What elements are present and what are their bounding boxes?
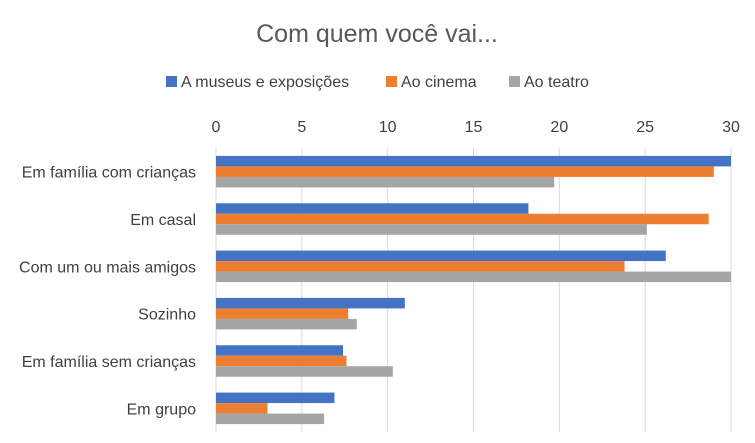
category-label: Em família com crianças xyxy=(22,165,196,182)
bar xyxy=(216,224,647,235)
category-label: Em grupo xyxy=(127,401,196,418)
x-tick-label: 25 xyxy=(636,119,654,136)
category-label: Em casal xyxy=(130,212,196,229)
bars xyxy=(216,155,731,425)
x-tick-label: 30 xyxy=(722,119,740,136)
bar xyxy=(216,166,714,177)
category-label: Em família sem crianças xyxy=(22,354,196,371)
x-axis-ticks: 0 5 10 15 20 25 30 xyxy=(212,119,740,136)
bar xyxy=(216,345,344,356)
legend-label: Ao cinema xyxy=(401,74,477,91)
legend: A museus e exposições Ao cinema Ao teatro xyxy=(166,74,589,91)
x-tick-label: 0 xyxy=(212,119,221,136)
category-labels: Em família com crianças Em casal Com um ou… xyxy=(19,165,196,419)
bar xyxy=(216,366,393,377)
bar xyxy=(216,155,731,167)
bar xyxy=(216,403,268,414)
category-label: Com um ou mais amigos xyxy=(19,259,196,276)
legend-swatch xyxy=(166,76,177,87)
x-tick-label: 10 xyxy=(379,119,397,136)
x-tick-label: 20 xyxy=(550,119,568,136)
x-tick-label: 15 xyxy=(465,119,483,136)
legend-label: A museus e exposições xyxy=(181,74,349,91)
chart-title: Com quem você vai... xyxy=(256,20,498,48)
bar xyxy=(216,176,555,188)
bar xyxy=(216,413,325,425)
legend-label: Ao teatro xyxy=(524,74,589,91)
x-tick-label: 5 xyxy=(297,119,306,136)
bar xyxy=(216,261,625,272)
bar xyxy=(216,297,405,309)
bar xyxy=(216,392,335,404)
category-label: Sozinho xyxy=(138,307,196,324)
bar xyxy=(216,203,529,214)
legend-swatch xyxy=(386,76,397,87)
bar xyxy=(216,250,666,262)
gridlines xyxy=(215,148,732,432)
legend-swatch xyxy=(509,76,520,87)
bar xyxy=(216,318,357,330)
bar xyxy=(216,271,731,283)
bar xyxy=(216,213,709,225)
bar xyxy=(216,355,347,367)
bar xyxy=(216,308,349,319)
